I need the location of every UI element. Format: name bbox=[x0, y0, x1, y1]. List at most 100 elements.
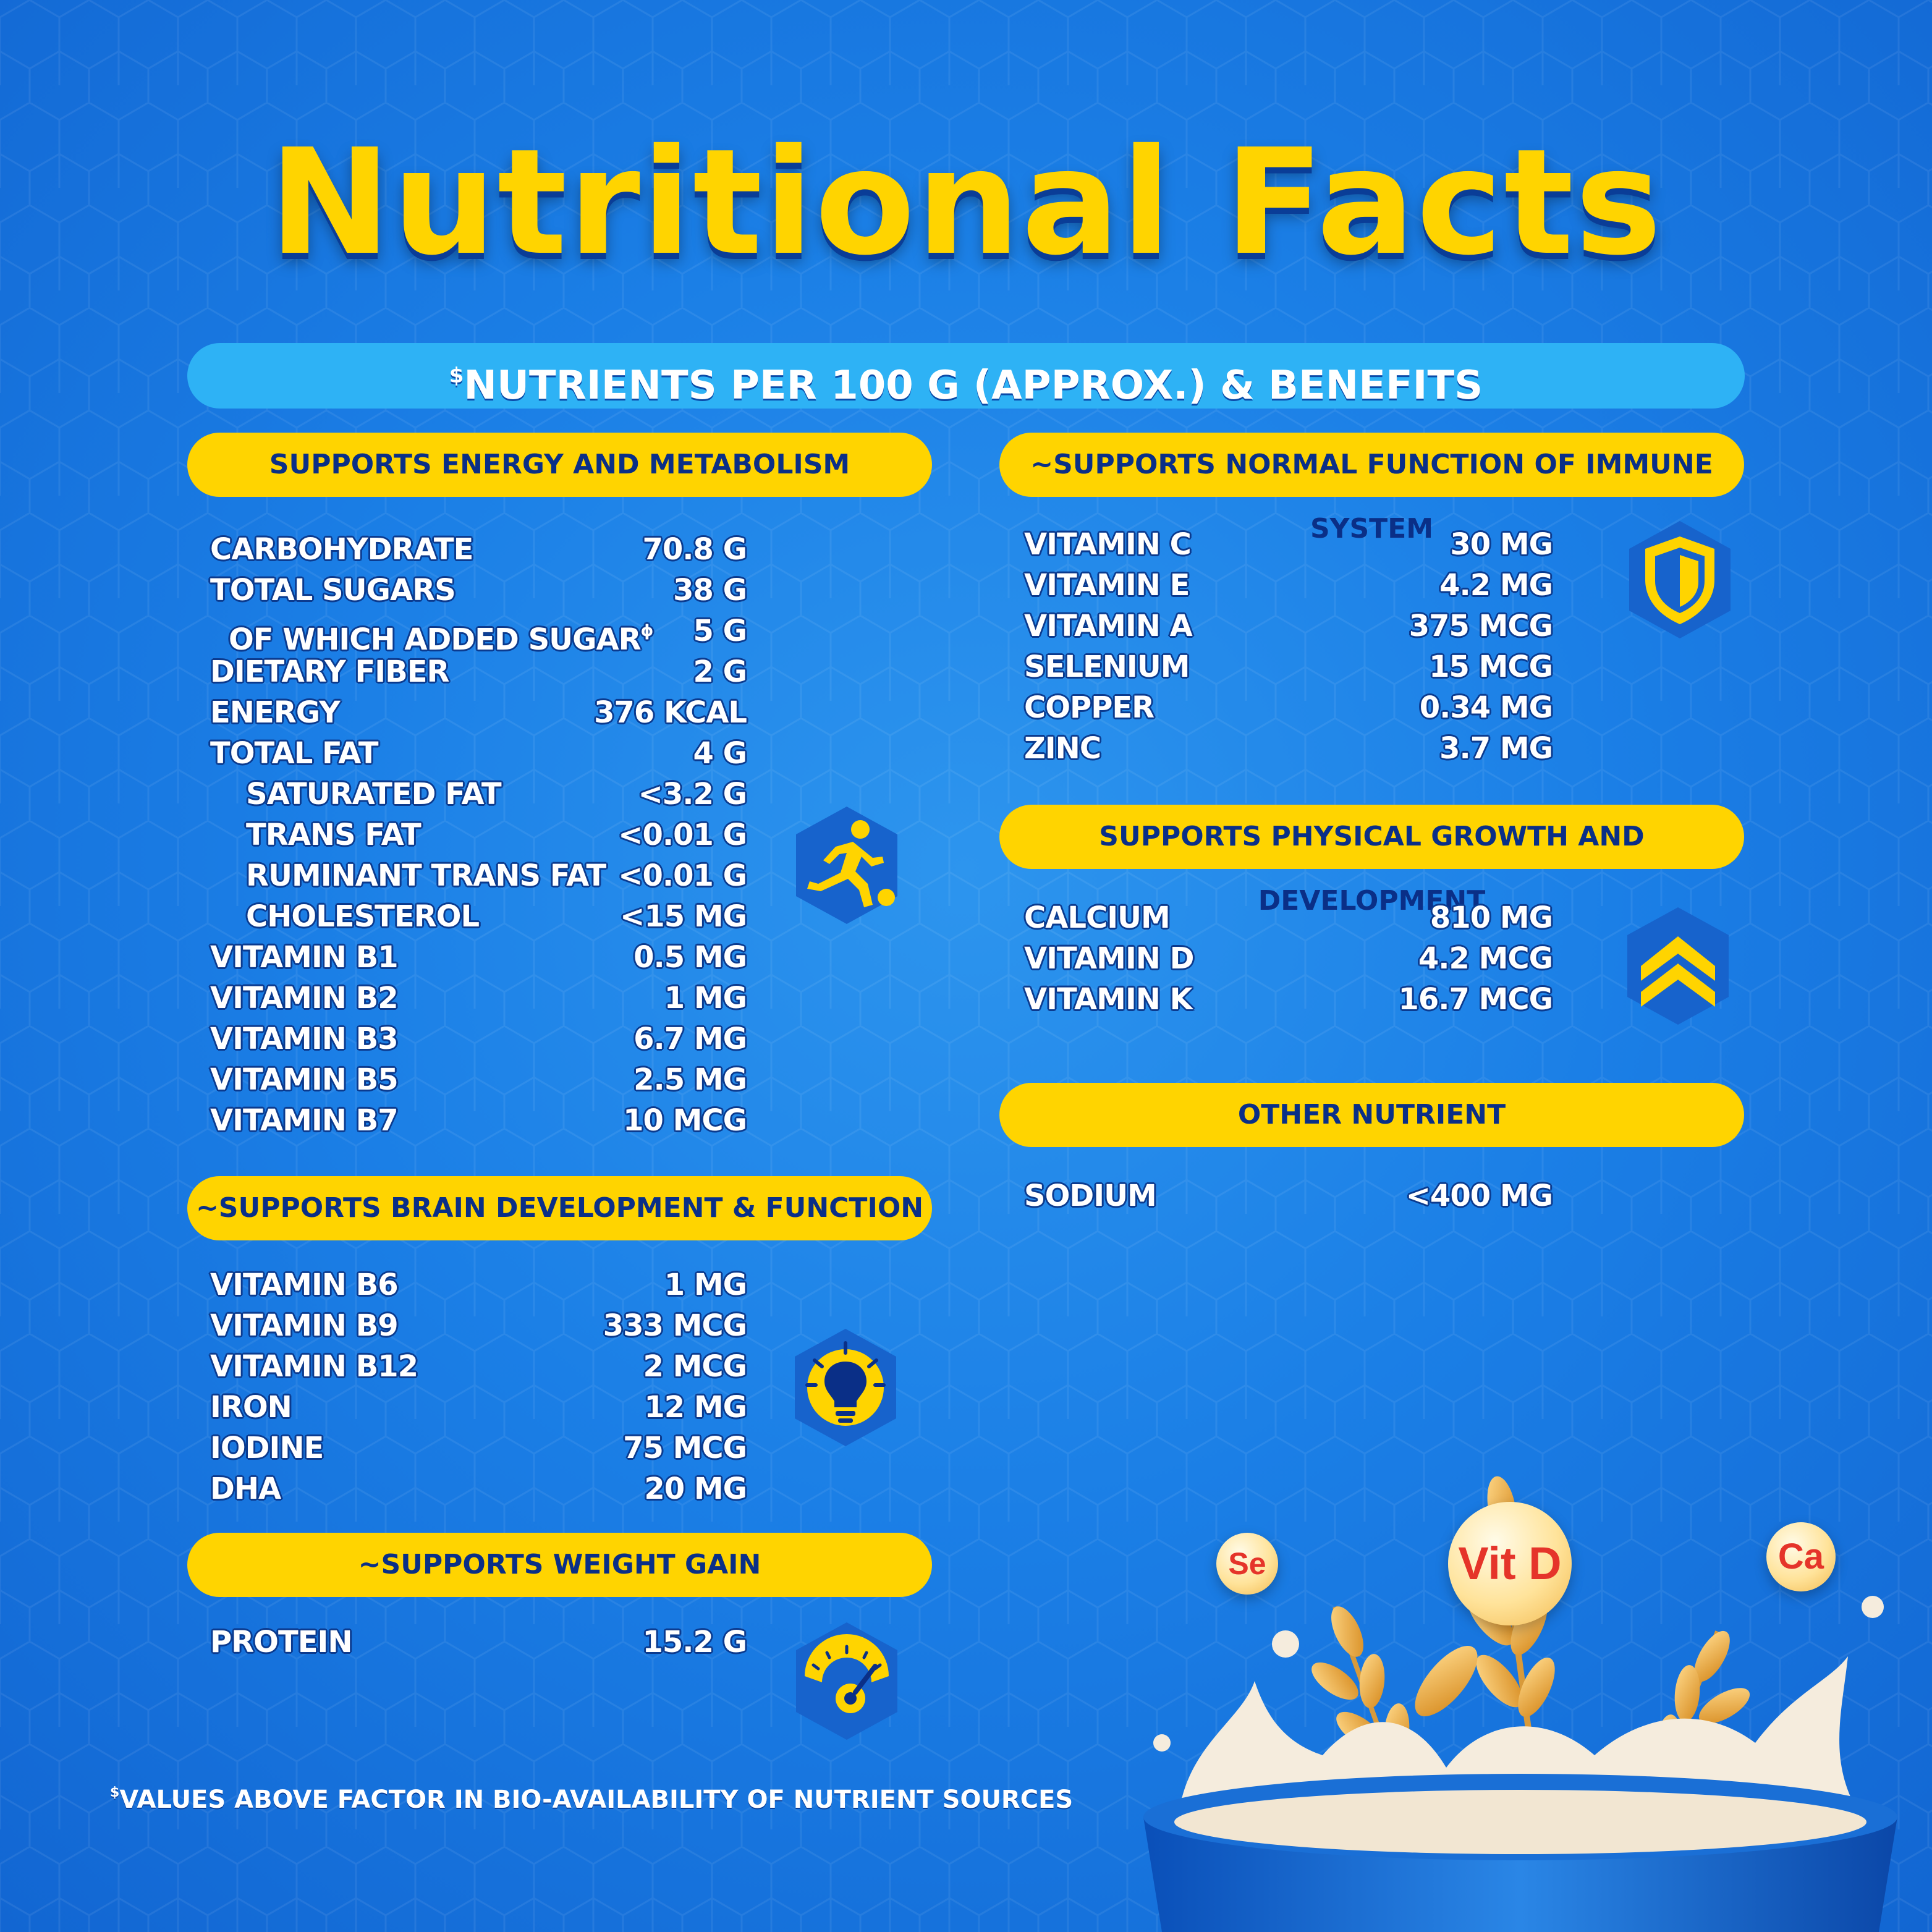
nutrient-row: CHOLESTEROL <15 MG bbox=[210, 896, 747, 937]
nutrient-row: TOTAL FAT 4 G bbox=[210, 733, 747, 774]
nutrient-value: <3.2 G bbox=[638, 777, 747, 811]
nutrient-name: COPPER bbox=[1024, 690, 1155, 725]
nutrient-row: PROTEIN 15.2 G bbox=[210, 1622, 747, 1663]
nutrient-row: DHA 20 MG bbox=[210, 1468, 747, 1509]
nutrient-value: 1 MG bbox=[664, 981, 747, 1015]
running-athlete-icon bbox=[796, 807, 897, 924]
selenium-badge: Se bbox=[1216, 1533, 1278, 1595]
nutrient-row: TOTAL SUGARS 38 G bbox=[210, 570, 747, 611]
nutrient-name-text: OF WHICH ADDED SUGAR bbox=[229, 622, 642, 657]
double-chevron-up-icon bbox=[1627, 907, 1729, 1025]
nutrient-name: PROTEIN bbox=[210, 1625, 353, 1659]
nutrient-row: VITAMIN B3 6.7 MG bbox=[210, 1019, 747, 1059]
nutrient-value: 10 MCG bbox=[623, 1103, 747, 1138]
nutrient-value: <0.01 G bbox=[618, 818, 747, 852]
nutrient-name: TOTAL FAT bbox=[210, 736, 378, 771]
energy-section-heading: SUPPORTS ENERGY AND METABOLISM bbox=[187, 433, 932, 497]
nutrient-name: CHOLESTEROL bbox=[246, 899, 480, 934]
nutrient-value: 15 MCG bbox=[1429, 650, 1553, 684]
nutrient-row: RUMINANT TRANS FAT <0.01 G bbox=[210, 855, 747, 896]
nutrient-name: RUMINANT TRANS FAT bbox=[246, 858, 606, 893]
nutrient-name: VITAMIN B6 bbox=[210, 1268, 399, 1302]
added-sugar-mark: ɸ bbox=[640, 622, 654, 640]
weight-section-heading: ~SUPPORTS WEIGHT GAIN bbox=[187, 1533, 932, 1597]
nutrient-name: VITAMIN B1 bbox=[210, 940, 399, 975]
nutrient-value: 0.5 MG bbox=[633, 940, 747, 975]
nutrient-value: 0.34 MG bbox=[1419, 690, 1553, 725]
banner-dollar-mark: $ bbox=[449, 363, 464, 388]
nutrient-row: VITAMIN B1 0.5 MG bbox=[210, 937, 747, 978]
nutrient-row: VITAMIN B9 333 MCG bbox=[210, 1305, 747, 1346]
nutrient-value: <400 MG bbox=[1405, 1179, 1553, 1213]
milk-wheat-illustration bbox=[1143, 1476, 1897, 1932]
nutrient-name: VITAMIN B12 bbox=[210, 1349, 418, 1384]
nutrient-row: VITAMIN B5 2.5 MG bbox=[210, 1059, 747, 1100]
nutrient-row: OF WHICH ADDED SUGARɸ 5 G bbox=[210, 611, 747, 657]
footer-text: VALUES ABOVE FACTOR IN BIO-AVAILABILITY … bbox=[119, 1786, 1074, 1814]
nutrient-value: 1 MG bbox=[664, 1268, 747, 1302]
nutrient-row: ZINC 3.7 MG bbox=[1024, 728, 1553, 769]
nutrient-value: 20 MG bbox=[644, 1472, 747, 1506]
nutrient-name: CARBOHYDRATE bbox=[210, 532, 473, 567]
nutrient-row: VITAMIN C 30 MG bbox=[1024, 524, 1553, 565]
nutrient-row: VITAMIN B12 2 MCG bbox=[210, 1346, 747, 1387]
nutrient-value: 810 MG bbox=[1430, 900, 1553, 935]
lightbulb-icon bbox=[795, 1329, 896, 1446]
nutrient-name: IODINE bbox=[210, 1431, 324, 1465]
nutrient-name: DIETARY FIBER bbox=[210, 655, 449, 689]
nutrient-value: 3.7 MG bbox=[1439, 731, 1553, 766]
nutrient-row: CALCIUM 810 MG bbox=[1024, 897, 1553, 938]
nutrient-name: IRON bbox=[210, 1390, 292, 1425]
immune-section-heading: ~SUPPORTS NORMAL FUNCTION OF IMMUNE SYST… bbox=[999, 433, 1744, 544]
nutrient-row: VITAMIN B7 10 MCG bbox=[210, 1100, 747, 1141]
nutrient-row: VITAMIN A 375 MCG bbox=[1024, 606, 1553, 646]
nutrient-value: 38 G bbox=[673, 573, 747, 608]
nutrient-name: VITAMIN B3 bbox=[210, 1022, 399, 1056]
nutrient-value: <15 MG bbox=[620, 899, 747, 934]
calcium-badge: Ca bbox=[1766, 1522, 1836, 1591]
nutrient-name: CALCIUM bbox=[1024, 900, 1171, 935]
nutrient-name: VITAMIN B9 bbox=[210, 1308, 399, 1343]
brain-section-heading: ~SUPPORTS BRAIN DEVELOPMENT & FUNCTION bbox=[187, 1176, 932, 1240]
nutrient-name: SODIUM bbox=[1024, 1179, 1157, 1213]
banner-text: NUTRIENTS PER 100 G (APPROX.) & BENEFITS bbox=[464, 363, 1483, 409]
nutrient-value: <0.01 G bbox=[618, 858, 747, 893]
nutrient-name: VITAMIN C bbox=[1024, 527, 1192, 562]
footer-note: $VALUES ABOVE FACTOR IN BIO-AVAILABILITY… bbox=[110, 1785, 1073, 1814]
nutrient-name: TRANS FAT bbox=[246, 818, 422, 852]
growth-section-heading: SUPPORTS PHYSICAL GROWTH AND DEVELOPMENT bbox=[999, 805, 1744, 917]
nutrient-value: 375 MCG bbox=[1409, 609, 1553, 643]
nutrient-value: 6.7 MG bbox=[633, 1022, 747, 1056]
nutrient-name: ENERGY bbox=[210, 695, 341, 730]
nutrient-row: VITAMIN B6 1 MG bbox=[210, 1265, 747, 1305]
nutrient-name: TOTAL SUGARS bbox=[210, 573, 456, 608]
nutrient-value: 333 MCG bbox=[603, 1308, 747, 1343]
nutrient-name: ZINC bbox=[1024, 731, 1101, 766]
nutrient-name: VITAMIN K bbox=[1024, 982, 1193, 1017]
page-title: Nutritional Facts bbox=[269, 117, 1663, 287]
nutrient-row: SELENIUM 15 MCG bbox=[1024, 646, 1553, 687]
nutrient-row: IRON 12 MG bbox=[210, 1387, 747, 1428]
nutrient-value: 2 MCG bbox=[643, 1349, 747, 1384]
nutrient-row: VITAMIN D 4.2 MCG bbox=[1024, 938, 1553, 979]
nutrient-row: COPPER 0.34 MG bbox=[1024, 687, 1553, 728]
nutrients-banner: $NUTRIENTS PER 100 G (APPROX.) & BENEFIT… bbox=[187, 343, 1745, 409]
other-section-heading: OTHER NUTRIENT bbox=[999, 1083, 1744, 1147]
nutrient-value: 5 G bbox=[693, 614, 747, 648]
nutrient-row: VITAMIN K 16.7 MCG bbox=[1024, 979, 1553, 1020]
nutrient-value: 12 MG bbox=[644, 1390, 747, 1425]
nutrient-value: 2 G bbox=[693, 655, 747, 689]
nutrient-row: ENERGY 376 KCAL bbox=[210, 692, 747, 733]
nutrient-name: SELENIUM bbox=[1024, 650, 1190, 684]
nutrient-row: VITAMIN E 4.2 MG bbox=[1024, 565, 1553, 606]
nutrient-value: 4.2 MCG bbox=[1418, 941, 1553, 976]
nutrient-row: SATURATED FAT <3.2 G bbox=[210, 774, 747, 815]
nutrient-name: SATURATED FAT bbox=[246, 777, 502, 811]
nutrient-row: DIETARY FIBER 2 G bbox=[210, 651, 747, 692]
nutrient-name: DHA bbox=[210, 1472, 281, 1506]
nutrient-value: 16.7 MCG bbox=[1398, 982, 1553, 1017]
nutrient-row: IODINE 75 MCG bbox=[210, 1428, 747, 1468]
nutrient-name: VITAMIN B2 bbox=[210, 981, 399, 1015]
nutrient-name: VITAMIN B7 bbox=[210, 1103, 399, 1138]
